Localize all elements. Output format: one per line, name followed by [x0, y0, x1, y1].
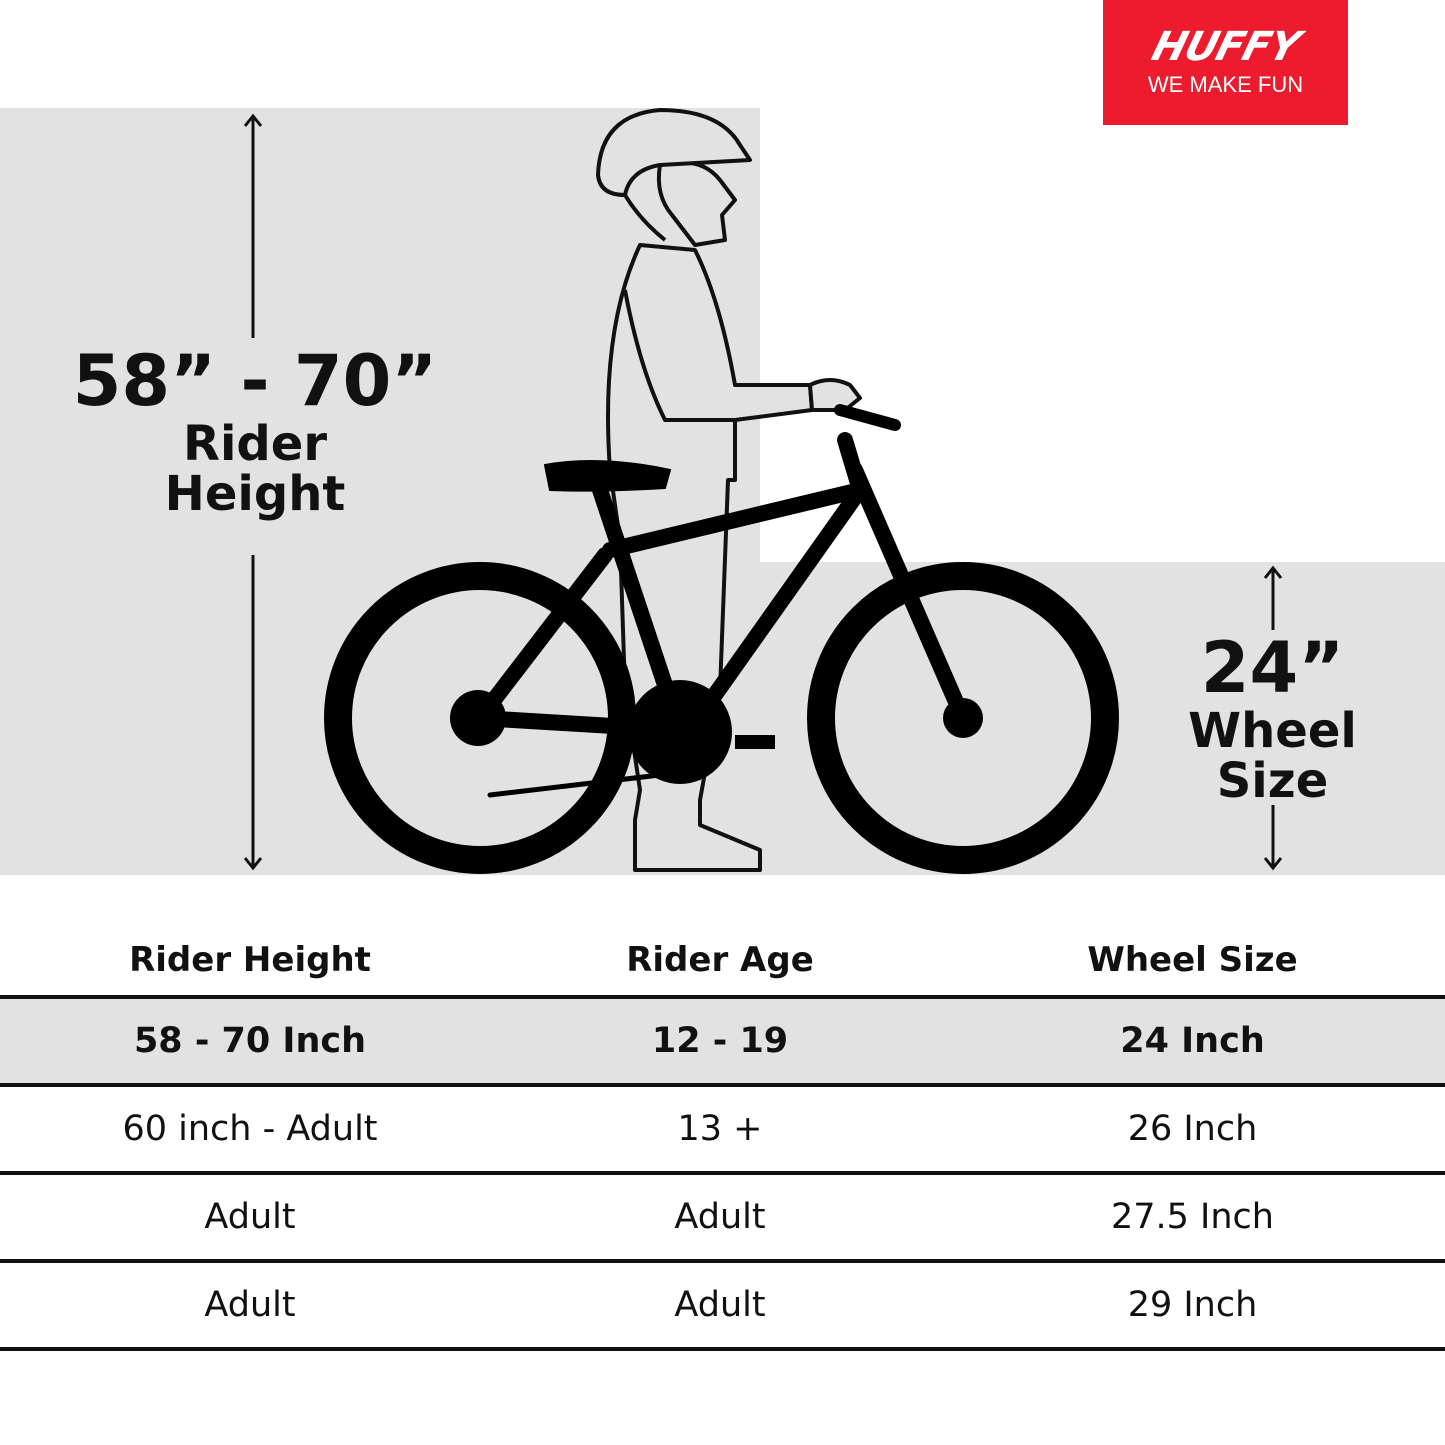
rider-height-label: 58” - 70” Rider Height: [70, 340, 440, 522]
cell-rider-age: Adult: [674, 1285, 766, 1325]
wheel-size-label: 24” Wheel Size: [1180, 627, 1365, 809]
cell-wheel-size: 24 Inch: [1120, 1021, 1265, 1061]
cell-rider-age: Adult: [674, 1197, 766, 1237]
logo-tagline: WE MAKE FUN: [1147, 72, 1304, 97]
logo-brand: HUFFY: [1147, 24, 1304, 70]
cell-rider-height: 60 inch - Adult: [122, 1109, 378, 1149]
cell-rider-age: 12 - 19: [651, 1021, 789, 1061]
table-row: 58 - 70 Inch 12 - 19 24 Inch: [0, 999, 1445, 1087]
cell-wheel-size: 29 Inch: [1127, 1285, 1258, 1325]
size-chart-table: Rider Height Rider Age Wheel Size 58 - 7…: [0, 925, 1445, 1351]
cell-rider-height: 58 - 70 Inch: [133, 1021, 367, 1061]
wheel-size-arrow: [1263, 565, 1283, 871]
table-header: Rider Height Rider Age Wheel Size: [0, 925, 1445, 999]
front-wheel: [807, 562, 1119, 874]
bicycle: [324, 404, 1119, 874]
rider-height-arrow: [243, 113, 263, 871]
wheel-size-line2: Size: [1216, 752, 1329, 809]
cell-wheel-size: 26 Inch: [1127, 1109, 1258, 1149]
rider-height-line1: Rider: [183, 415, 327, 472]
cell-wheel-size: 27.5 Inch: [1111, 1197, 1274, 1237]
cell-rider-height: Adult: [204, 1197, 296, 1237]
table-row: Adult Adult 27.5 Inch: [0, 1175, 1445, 1263]
table-row: 60 inch - Adult 13 + 26 Inch: [0, 1087, 1445, 1175]
huffy-logo: HUFFY WE MAKE FUN: [1103, 0, 1348, 125]
wheel-size-line1: Wheel: [1188, 702, 1357, 759]
table-row: Adult Adult 29 Inch: [0, 1263, 1445, 1351]
cell-rider-age: 13 +: [677, 1109, 763, 1149]
header-wheel-size: Wheel Size: [1087, 940, 1298, 980]
rear-wheel: [324, 562, 636, 874]
bike-illustration: [0, 108, 1445, 875]
rider-height-line2: Height: [164, 465, 346, 522]
header-rider-height: Rider Height: [129, 940, 371, 980]
rider-height-range: 58” - 70”: [72, 340, 438, 422]
cell-rider-height: Adult: [204, 1285, 296, 1325]
header-rider-age: Rider Age: [626, 940, 814, 980]
wheel-size-value: 24”: [1200, 627, 1345, 709]
